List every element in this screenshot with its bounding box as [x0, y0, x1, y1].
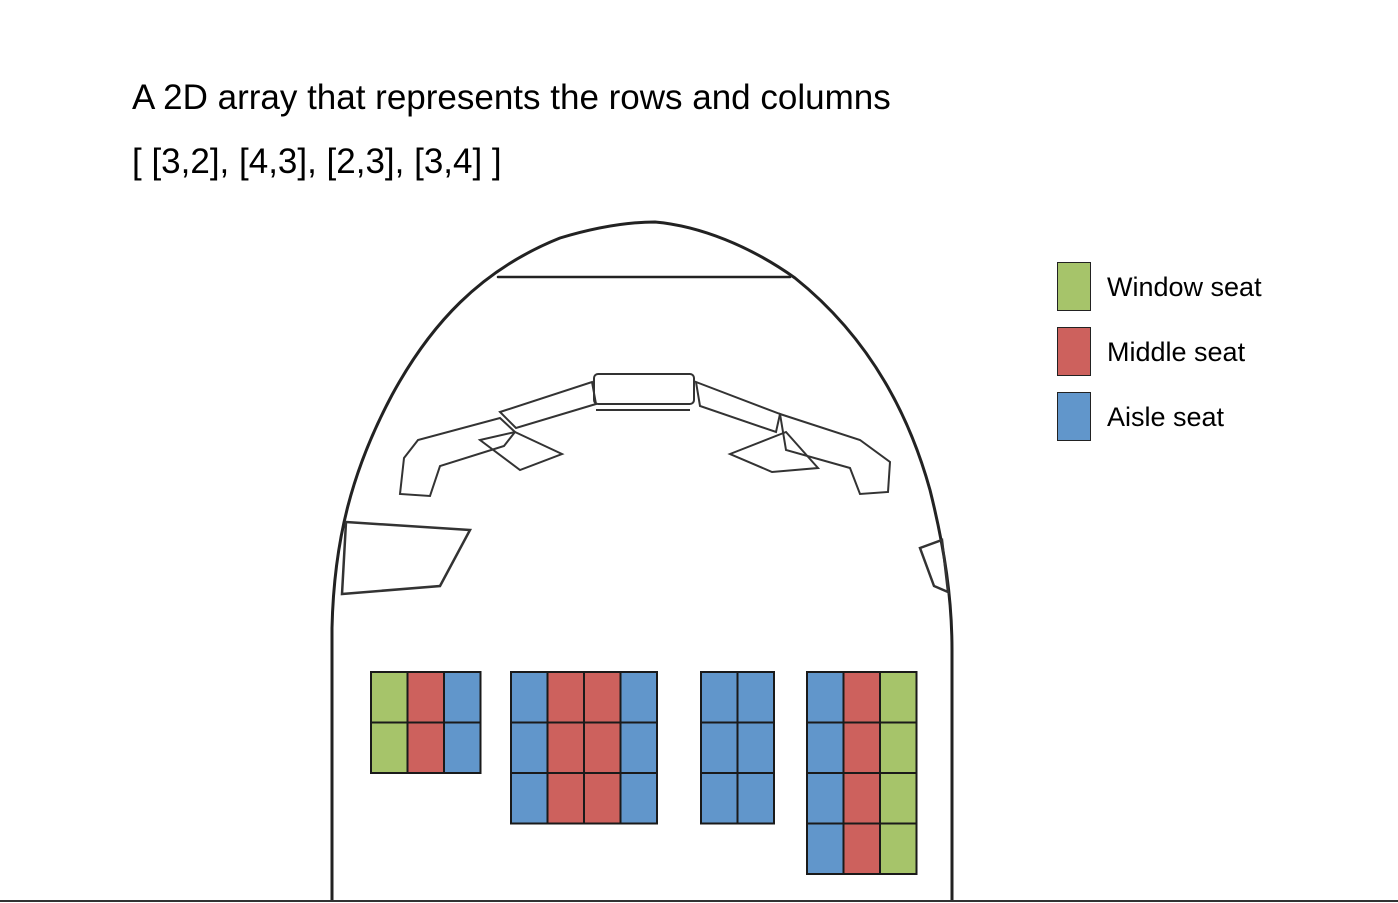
legend-window-seat-label: Window seat	[1107, 272, 1262, 302]
middle-seat	[842, 721, 881, 774]
middle-seat	[583, 772, 622, 825]
window-seat	[879, 671, 918, 724]
middle-seat	[583, 671, 622, 724]
middle-seat-swatch	[1057, 327, 1091, 376]
window-seat	[879, 772, 918, 825]
middle-seat	[406, 721, 445, 774]
aisle-seat	[736, 772, 775, 825]
aisle-seat	[619, 671, 658, 724]
aisle-seat	[510, 671, 549, 724]
aisle-seat	[806, 721, 845, 774]
bottom-rule	[0, 900, 1398, 902]
window-seat	[879, 721, 918, 774]
window-seat	[879, 822, 918, 875]
cockpit-window-left	[340, 520, 473, 596]
window-seat	[370, 721, 409, 774]
aisle-seat	[510, 772, 549, 825]
aisle-seat	[700, 721, 739, 774]
aisle-seat	[443, 671, 482, 724]
aisle-seat	[700, 671, 739, 724]
seat-block-2	[510, 671, 658, 825]
title: A 2D array that represents the rows and …	[132, 78, 891, 117]
cockpit-seats	[398, 373, 892, 498]
aisle-seat	[806, 822, 845, 875]
middle-seat	[583, 721, 622, 774]
window-seat-swatch	[1057, 262, 1091, 311]
aisle-seat	[619, 721, 658, 774]
cockpit-window-right	[918, 538, 950, 594]
legend-aisle-seat-label: Aisle seat	[1107, 402, 1225, 432]
seat-grid	[370, 671, 918, 875]
array-literal: [ [3,2], [4,3], [2,3], [3,4] ]	[132, 142, 502, 181]
middle-seat	[546, 671, 585, 724]
seat-block-3	[700, 671, 775, 825]
middle-seat	[842, 772, 881, 825]
fuselage-outline	[330, 220, 954, 902]
seat-block-1	[370, 671, 482, 774]
middle-seat	[406, 671, 445, 724]
window-seat	[370, 671, 409, 724]
aisle-seat	[806, 772, 845, 825]
aisle-seat-swatch	[1057, 392, 1091, 441]
middle-seat	[546, 772, 585, 825]
seat-block-4	[806, 671, 918, 875]
legend-middle-seat-label: Middle seat	[1107, 337, 1246, 367]
middle-seat	[842, 671, 881, 724]
aisle-seat	[736, 671, 775, 724]
middle-seat	[842, 822, 881, 875]
aisle-seat	[443, 721, 482, 774]
aisle-seat	[510, 721, 549, 774]
middle-seat	[546, 721, 585, 774]
aisle-seat	[619, 772, 658, 825]
aisle-seat	[806, 671, 845, 724]
aisle-seat	[736, 721, 775, 774]
aisle-seat	[700, 772, 739, 825]
